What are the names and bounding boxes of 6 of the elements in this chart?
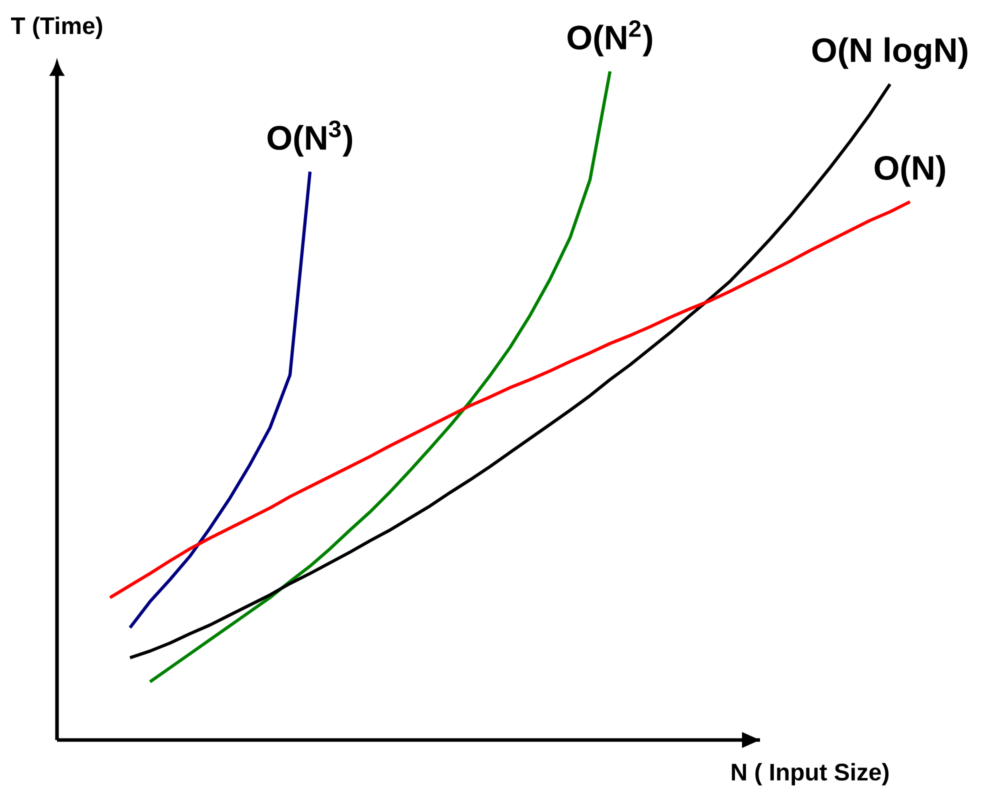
series-label: O(N$^{2}$) bbox=[568, 20, 652, 56]
series-label: O(N) bbox=[874, 155, 946, 187]
series-label: O(N$^{3}$) bbox=[268, 120, 352, 157]
x-axis-title: N ( Input Size) bbox=[732, 763, 889, 786]
y-axis-title: T (Time) bbox=[11, 16, 102, 39]
series-label: O(N logN) bbox=[812, 37, 968, 70]
